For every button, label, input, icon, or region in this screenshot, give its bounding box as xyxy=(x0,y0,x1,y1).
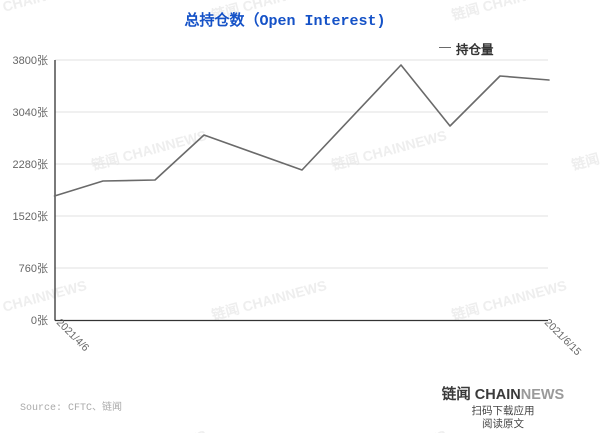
svg-text:2021/4/6: 2021/4/6 xyxy=(54,317,91,354)
svg-text:3040张: 3040张 xyxy=(13,106,48,119)
svg-text:0张: 0张 xyxy=(31,314,48,327)
svg-text:760张: 760张 xyxy=(19,262,48,275)
svg-text:3800张: 3800张 xyxy=(13,54,48,67)
svg-text:2021/6/15: 2021/6/15 xyxy=(542,317,584,359)
svg-text:1520张: 1520张 xyxy=(13,210,48,223)
svg-text:2280张: 2280张 xyxy=(13,158,48,171)
